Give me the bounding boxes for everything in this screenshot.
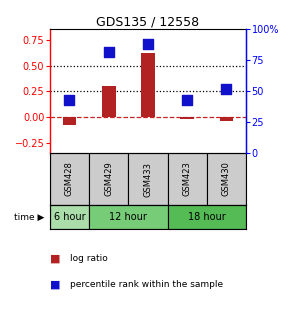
Text: 12 hour: 12 hour xyxy=(109,212,147,222)
Bar xyxy=(180,117,194,119)
Text: ■: ■ xyxy=(50,253,60,263)
Text: GSM430: GSM430 xyxy=(222,162,231,197)
Text: 18 hour: 18 hour xyxy=(188,212,226,222)
Bar xyxy=(89,205,168,229)
Point xyxy=(67,97,72,103)
Text: 6 hour: 6 hour xyxy=(54,212,85,222)
Bar xyxy=(50,205,89,229)
Point xyxy=(146,42,150,47)
Bar xyxy=(207,153,246,205)
Text: GSM433: GSM433 xyxy=(144,162,152,197)
Text: GSM428: GSM428 xyxy=(65,162,74,197)
Point xyxy=(106,49,111,54)
Bar xyxy=(168,205,246,229)
Bar xyxy=(63,117,76,125)
Bar xyxy=(168,153,207,205)
Point xyxy=(224,86,229,92)
Text: GSM423: GSM423 xyxy=(183,162,192,197)
Bar xyxy=(141,53,155,117)
Bar xyxy=(220,117,233,121)
Text: time ▶: time ▶ xyxy=(13,213,44,221)
Bar xyxy=(89,153,128,205)
Bar xyxy=(128,153,168,205)
Bar xyxy=(50,153,89,205)
Text: GSM429: GSM429 xyxy=(104,162,113,197)
Point xyxy=(185,97,190,103)
Text: percentile rank within the sample: percentile rank within the sample xyxy=(70,280,224,289)
Title: GDS135 / 12558: GDS135 / 12558 xyxy=(96,15,200,28)
Text: log ratio: log ratio xyxy=(70,254,108,263)
Text: ■: ■ xyxy=(50,280,60,289)
Bar xyxy=(102,86,115,117)
